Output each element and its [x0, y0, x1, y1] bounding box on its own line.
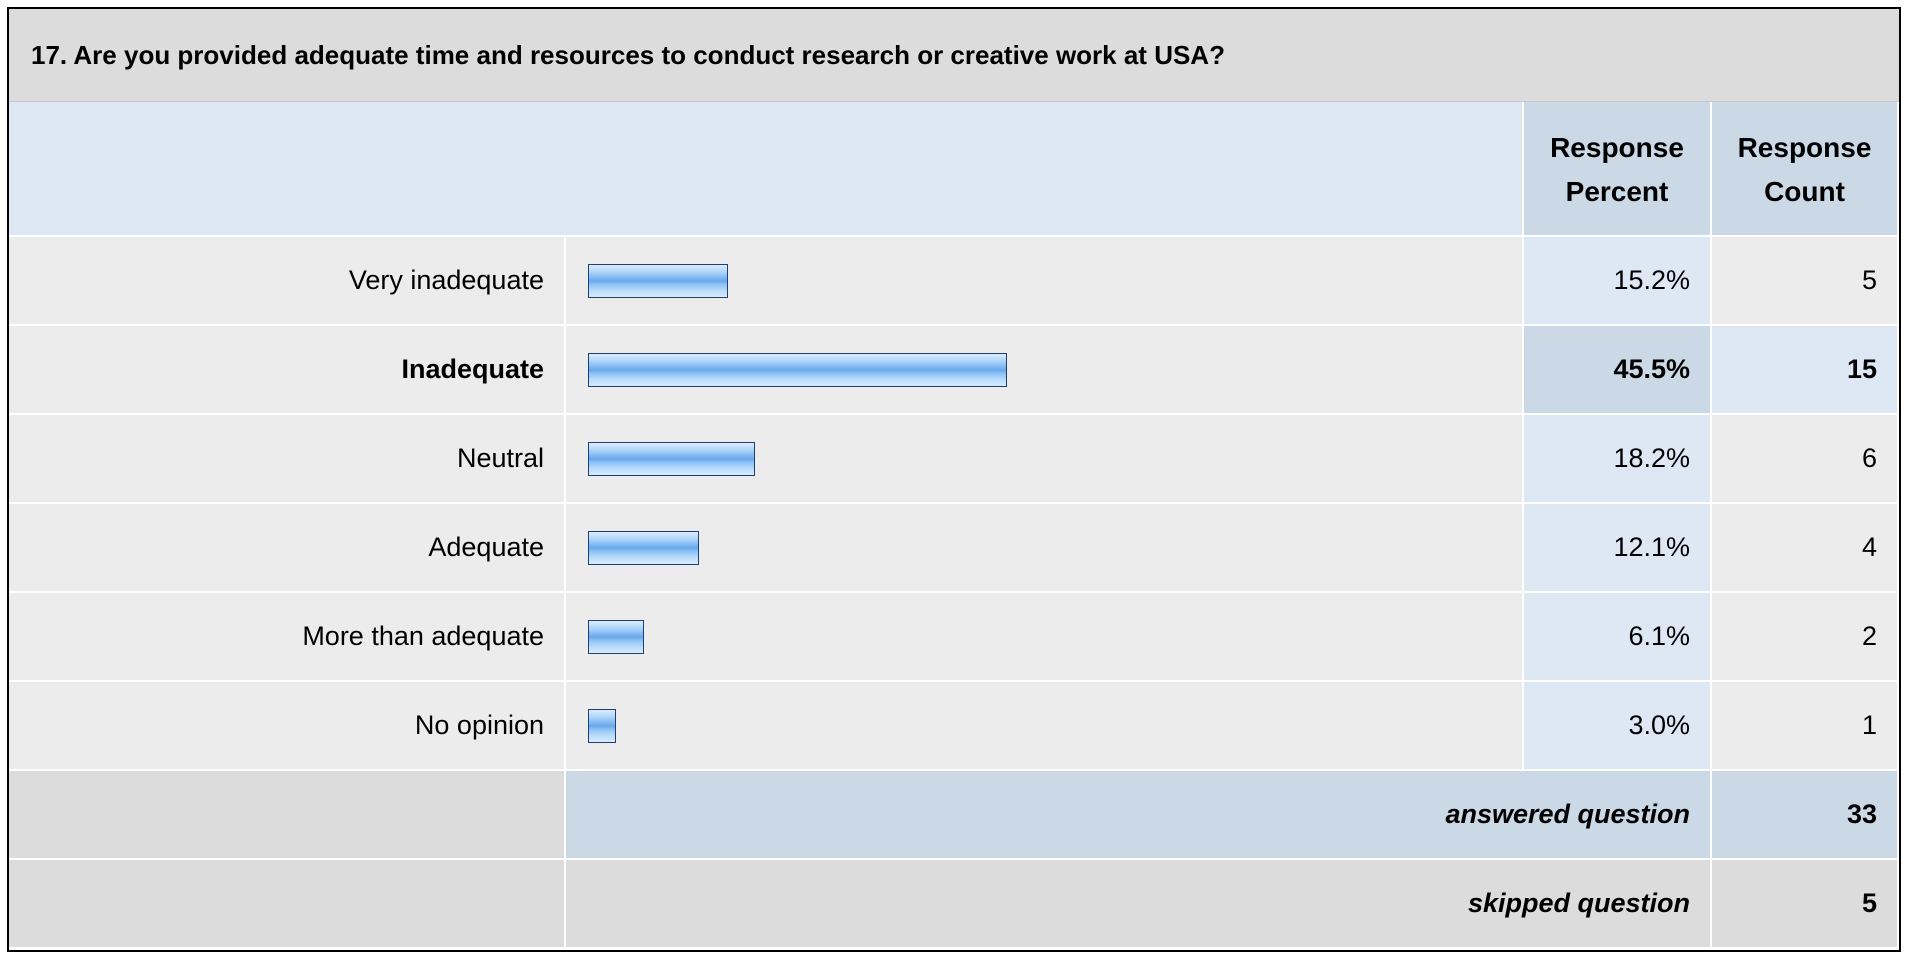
answer-bar-cell — [566, 326, 1524, 415]
answer-label: Inadequate — [401, 354, 544, 384]
response-count-value: 4 — [1861, 532, 1877, 562]
answer-count-cell: 1 — [1712, 682, 1899, 771]
response-bar — [588, 709, 616, 743]
response-percent-value: 3.0% — [1628, 710, 1690, 740]
response-bar — [588, 264, 728, 298]
answer-percent-cell: 18.2% — [1524, 415, 1712, 504]
answer-percent-cell: 3.0% — [1524, 682, 1712, 771]
answer-bar-cell — [566, 237, 1524, 326]
answer-bar-cell — [566, 682, 1524, 771]
answer-bar-cell — [566, 593, 1524, 682]
answer-count-cell: 4 — [1712, 504, 1899, 593]
response-table: Response Percent Response Count Very ina… — [9, 102, 1899, 950]
response-percent-value: 6.1% — [1628, 621, 1690, 651]
header-response-percent: Response Percent — [1524, 102, 1712, 237]
response-percent-value: 18.2% — [1613, 443, 1690, 473]
response-percent-value: 12.1% — [1613, 532, 1690, 562]
answer-percent-cell: 12.1% — [1524, 504, 1712, 593]
header-blank-cell — [9, 102, 1524, 237]
response-count-value: 6 — [1861, 443, 1877, 473]
question-panel: 17. Are you provided adequate time and r… — [7, 7, 1901, 952]
answer-label-cell: Neutral — [9, 415, 566, 504]
skipped-question-label: skipped question — [1467, 888, 1690, 918]
answer-count-cell: 15 — [1712, 326, 1899, 415]
response-count-value: 15 — [1846, 354, 1877, 384]
answer-label-cell: More than adequate — [9, 593, 566, 682]
answer-label-cell: Very inadequate — [9, 237, 566, 326]
skipped-left-cell — [9, 860, 566, 949]
question-title-bar: 17. Are you provided adequate time and r… — [9, 9, 1899, 102]
answered-label-cell: answered question — [566, 771, 1712, 860]
header-percent-line2: Percent — [1565, 175, 1669, 207]
skipped-question-count: 5 — [1861, 888, 1877, 918]
response-bar — [588, 620, 645, 654]
answer-label-cell: No opinion — [9, 682, 566, 771]
answer-label-cell: Inadequate — [9, 326, 566, 415]
response-count-value: 5 — [1861, 265, 1877, 295]
answer-label: Adequate — [428, 532, 544, 562]
answer-label: No opinion — [414, 710, 544, 740]
answer-label-cell: Adequate — [9, 504, 566, 593]
response-bar — [588, 531, 700, 565]
header-response-count: Response Count — [1712, 102, 1899, 237]
header-count-line1: Response — [1737, 131, 1872, 163]
response-percent-value: 15.2% — [1613, 265, 1690, 295]
answered-question-count: 33 — [1846, 799, 1877, 829]
answered-count-cell: 33 — [1712, 771, 1899, 860]
response-bar — [588, 442, 756, 476]
header-response-percent-label: Response Percent — [1524, 126, 1710, 214]
answer-count-cell: 2 — [1712, 593, 1899, 682]
question-title: 17. Are you provided adequate time and r… — [31, 40, 1225, 70]
answer-percent-cell: 6.1% — [1524, 593, 1712, 682]
header-percent-line1: Response — [1550, 131, 1684, 163]
answer-label: Very inadequate — [348, 265, 544, 295]
answer-label: Neutral — [456, 443, 544, 473]
skipped-count-cell: 5 — [1712, 860, 1899, 949]
answer-percent-cell: 45.5% — [1524, 326, 1712, 415]
header-response-count-label: Response Count — [1712, 126, 1897, 214]
answer-bar-cell — [566, 504, 1524, 593]
answer-count-cell: 6 — [1712, 415, 1899, 504]
response-percent-value: 45.5% — [1613, 354, 1690, 384]
answered-question-label: answered question — [1445, 799, 1690, 829]
answer-bar-cell — [566, 415, 1524, 504]
answered-left-cell — [9, 771, 566, 860]
header-count-line2: Count — [1764, 175, 1845, 207]
response-count-value: 1 — [1861, 710, 1877, 740]
answer-label: More than adequate — [302, 621, 544, 651]
response-bar — [588, 353, 1007, 387]
answer-percent-cell: 15.2% — [1524, 237, 1712, 326]
skipped-label-cell: skipped question — [566, 860, 1712, 949]
response-count-value: 2 — [1861, 621, 1877, 651]
answer-count-cell: 5 — [1712, 237, 1899, 326]
